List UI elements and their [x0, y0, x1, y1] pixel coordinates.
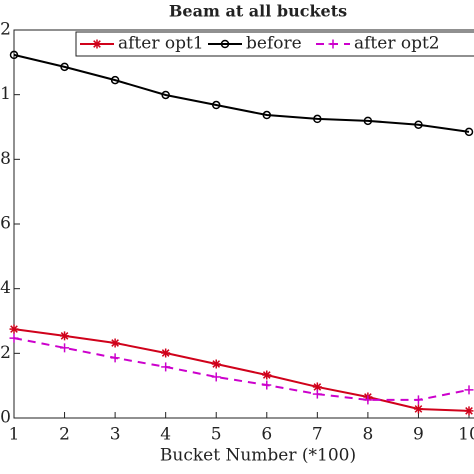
x-tick-label: 7 — [312, 425, 323, 445]
marker — [60, 331, 70, 341]
marker — [220, 39, 230, 49]
legend-label: after opt1 — [118, 34, 204, 54]
marker — [464, 385, 474, 395]
marker-circle — [110, 75, 120, 85]
marker — [262, 110, 272, 120]
marker-circle — [211, 100, 221, 110]
marker-circle — [464, 127, 474, 137]
marker-circle — [161, 90, 170, 100]
marker — [262, 380, 272, 390]
x-tick-label: 2 — [59, 425, 70, 445]
marker — [9, 50, 19, 60]
marker-circle — [220, 39, 230, 49]
marker-stroke — [60, 332, 69, 340]
marker — [464, 406, 474, 416]
marker-stroke — [212, 360, 221, 368]
marker — [211, 100, 221, 110]
marker-stroke — [414, 405, 423, 413]
marker-circle — [363, 116, 373, 126]
marker-stroke — [465, 407, 473, 415]
y-tick-label: 1.2 — [0, 20, 11, 40]
legend-label: after opt2 — [354, 34, 440, 54]
marker — [312, 389, 322, 399]
marker — [161, 348, 171, 358]
y-tick-label: 0.6 — [0, 214, 11, 234]
series-line — [13, 53, 470, 133]
marker — [262, 370, 272, 380]
x-tick-label: 10 — [458, 425, 474, 445]
x-tick-label: 1 — [9, 425, 20, 445]
x-tick-label: 5 — [211, 425, 222, 445]
marker — [110, 353, 120, 363]
marker — [60, 343, 70, 353]
chart-title: Beam at all buckets — [169, 2, 347, 21]
series-line — [13, 337, 470, 401]
marker — [9, 333, 19, 343]
marker — [110, 75, 120, 85]
marker — [161, 362, 171, 372]
series-line — [13, 328, 470, 412]
y-tick-label: 0.8 — [0, 149, 11, 169]
marker — [161, 90, 170, 100]
y-tick-label: 0.2 — [0, 343, 11, 363]
x-axis-label: Bucket Number (*100) — [160, 446, 356, 466]
marker — [110, 338, 120, 348]
marker — [414, 120, 423, 129]
marker — [313, 114, 322, 124]
y-tick-label: 1 — [0, 84, 11, 104]
x-tick-label: 6 — [261, 425, 272, 445]
x-tick-label: 3 — [110, 425, 121, 445]
marker — [328, 39, 338, 49]
legend-label: before — [246, 34, 302, 54]
marker-circle — [313, 114, 322, 124]
marker — [464, 127, 474, 137]
marker-stroke — [111, 339, 119, 347]
marker-circle — [60, 62, 69, 72]
marker — [92, 39, 102, 49]
marker — [9, 324, 19, 334]
x-tick-label: 8 — [362, 425, 373, 445]
marker — [413, 395, 423, 405]
plot-frame — [13, 29, 474, 419]
y-tick-label: 0 — [0, 408, 11, 428]
marker-stroke — [10, 325, 18, 333]
marker — [60, 62, 69, 72]
marker-circle — [414, 120, 423, 129]
marker-stroke — [93, 40, 101, 48]
y-tick-label: 0.4 — [0, 278, 11, 298]
marker — [413, 404, 423, 414]
marker-circle — [9, 50, 19, 60]
legend-box — [75, 31, 474, 57]
marker-stroke — [313, 383, 322, 391]
marker — [363, 116, 373, 126]
marker — [211, 372, 221, 382]
marker — [363, 395, 373, 405]
marker — [211, 359, 221, 369]
marker-circle — [262, 110, 272, 120]
marker-stroke — [161, 349, 170, 357]
marker-stroke — [262, 371, 271, 379]
x-tick-label: 9 — [413, 425, 424, 445]
x-tick-label: 4 — [160, 425, 171, 445]
